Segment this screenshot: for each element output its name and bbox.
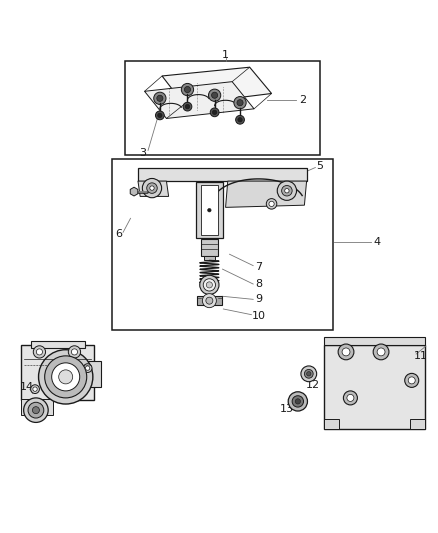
Circle shape xyxy=(39,350,93,404)
Circle shape xyxy=(203,279,215,291)
Circle shape xyxy=(236,115,244,124)
Circle shape xyxy=(277,181,297,200)
Circle shape xyxy=(347,394,354,401)
Polygon shape xyxy=(204,256,215,260)
Circle shape xyxy=(59,370,73,384)
Circle shape xyxy=(36,349,42,355)
Circle shape xyxy=(307,372,311,376)
Circle shape xyxy=(28,402,44,418)
Circle shape xyxy=(206,297,213,304)
Polygon shape xyxy=(201,239,218,256)
Circle shape xyxy=(373,344,389,360)
Polygon shape xyxy=(226,181,307,207)
Polygon shape xyxy=(21,399,53,415)
Circle shape xyxy=(292,395,304,407)
Circle shape xyxy=(405,374,419,387)
Polygon shape xyxy=(138,181,169,197)
Text: 4: 4 xyxy=(373,237,380,247)
Polygon shape xyxy=(88,361,101,387)
Text: 3: 3 xyxy=(139,148,146,158)
Polygon shape xyxy=(130,187,138,196)
Circle shape xyxy=(266,199,277,209)
Circle shape xyxy=(208,89,221,101)
Text: 5: 5 xyxy=(316,161,323,171)
Circle shape xyxy=(154,92,166,104)
Circle shape xyxy=(234,96,246,109)
Polygon shape xyxy=(145,82,254,118)
Circle shape xyxy=(238,118,242,122)
Circle shape xyxy=(185,104,190,109)
Text: 11: 11 xyxy=(413,351,427,361)
Text: 1: 1 xyxy=(222,50,229,60)
Circle shape xyxy=(212,92,218,98)
Circle shape xyxy=(282,185,292,196)
Bar xyxy=(112,159,333,330)
Circle shape xyxy=(377,348,385,356)
Circle shape xyxy=(285,189,289,193)
Circle shape xyxy=(150,186,154,190)
Circle shape xyxy=(210,108,219,117)
Circle shape xyxy=(200,275,219,295)
Circle shape xyxy=(68,346,81,358)
Circle shape xyxy=(157,95,163,101)
Circle shape xyxy=(33,387,37,391)
Text: 13: 13 xyxy=(280,404,294,414)
Circle shape xyxy=(24,398,48,423)
Polygon shape xyxy=(410,419,425,429)
Polygon shape xyxy=(324,337,425,345)
Bar xyxy=(125,61,320,155)
Circle shape xyxy=(237,100,243,106)
Circle shape xyxy=(83,364,92,373)
Circle shape xyxy=(45,356,87,398)
Circle shape xyxy=(206,282,212,288)
Text: 8: 8 xyxy=(255,279,262,289)
Circle shape xyxy=(212,110,217,115)
Circle shape xyxy=(33,346,46,358)
Circle shape xyxy=(181,84,194,96)
Circle shape xyxy=(32,407,39,414)
Circle shape xyxy=(71,349,78,355)
Text: 12: 12 xyxy=(306,379,320,390)
Polygon shape xyxy=(324,345,425,429)
Circle shape xyxy=(184,86,191,93)
Circle shape xyxy=(342,348,350,356)
Polygon shape xyxy=(324,419,339,429)
Circle shape xyxy=(338,344,354,360)
Circle shape xyxy=(202,294,216,308)
Circle shape xyxy=(31,385,39,393)
Polygon shape xyxy=(196,182,223,238)
Circle shape xyxy=(183,102,192,111)
Circle shape xyxy=(301,366,317,382)
Text: 6: 6 xyxy=(115,229,122,239)
Circle shape xyxy=(343,391,357,405)
Circle shape xyxy=(208,208,211,212)
Polygon shape xyxy=(162,67,272,104)
Circle shape xyxy=(85,366,90,370)
Circle shape xyxy=(408,377,415,384)
Text: 7: 7 xyxy=(255,262,262,271)
Polygon shape xyxy=(138,168,307,181)
Circle shape xyxy=(158,113,162,118)
Circle shape xyxy=(304,369,313,378)
Text: 10: 10 xyxy=(251,311,265,320)
Circle shape xyxy=(52,363,80,391)
Circle shape xyxy=(142,179,162,198)
Circle shape xyxy=(269,201,274,206)
Circle shape xyxy=(288,392,307,411)
Text: 14: 14 xyxy=(20,382,34,392)
Circle shape xyxy=(295,399,300,404)
Polygon shape xyxy=(21,345,94,400)
Polygon shape xyxy=(31,341,85,348)
Polygon shape xyxy=(201,185,218,235)
Circle shape xyxy=(147,183,157,193)
Circle shape xyxy=(155,111,164,120)
Text: 9: 9 xyxy=(255,294,262,304)
Text: 2: 2 xyxy=(299,95,306,105)
Polygon shape xyxy=(197,296,222,305)
